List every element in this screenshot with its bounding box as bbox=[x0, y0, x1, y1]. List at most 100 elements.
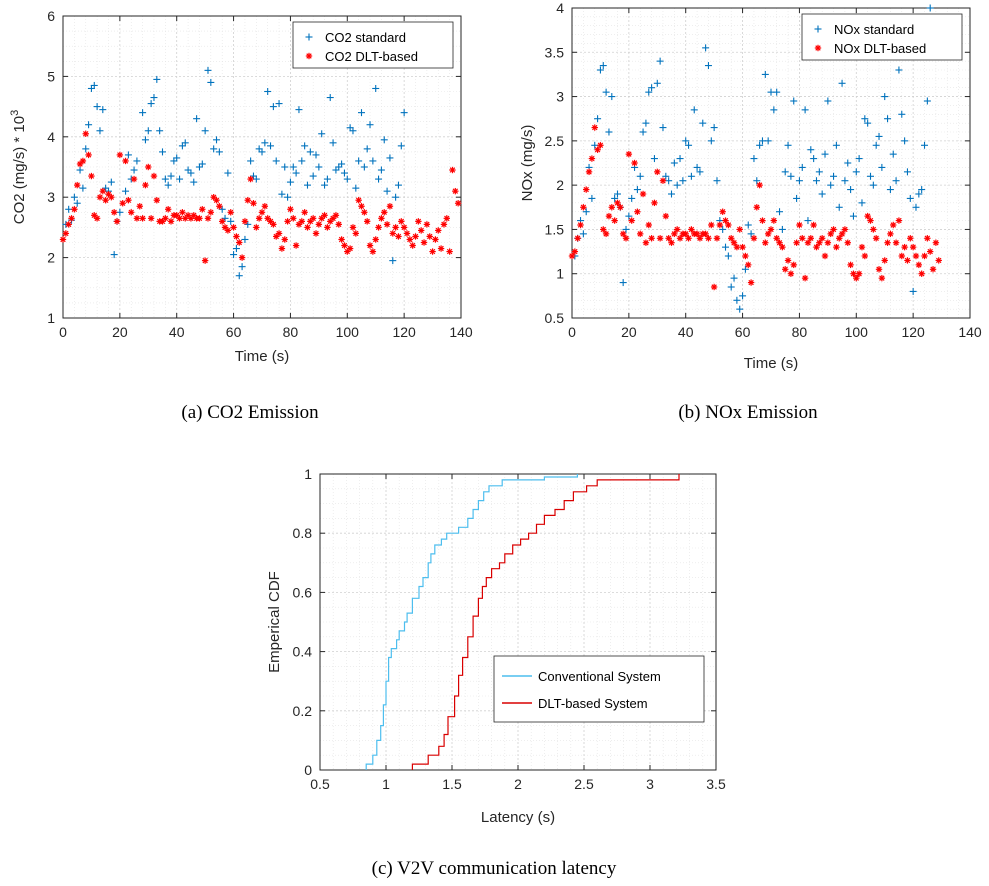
marker-d2 bbox=[847, 262, 854, 268]
data-point-star bbox=[927, 248, 934, 255]
marker-d2 bbox=[102, 197, 109, 203]
data-point-star bbox=[909, 243, 917, 251]
marker-d2 bbox=[438, 245, 444, 252]
marker-d2 bbox=[765, 231, 771, 237]
marker-d2 bbox=[421, 239, 427, 246]
data-point-plus bbox=[383, 187, 391, 195]
data-point-star bbox=[133, 215, 141, 222]
data-point-plus bbox=[776, 208, 784, 216]
data-point-plus bbox=[82, 145, 90, 153]
data-point-star bbox=[119, 200, 126, 207]
data-point-plus bbox=[724, 252, 732, 260]
data-point-plus bbox=[912, 203, 920, 211]
marker-d2 bbox=[100, 188, 106, 194]
marker-d2 bbox=[815, 45, 821, 51]
data-point-plus bbox=[198, 160, 206, 168]
series-standard bbox=[62, 66, 408, 280]
data-point-star bbox=[386, 203, 394, 210]
data-point-plus bbox=[764, 137, 772, 145]
marker-d2 bbox=[63, 230, 69, 237]
data-point-star bbox=[708, 221, 715, 229]
data-point-plus bbox=[264, 88, 272, 95]
data-point-plus bbox=[76, 166, 84, 174]
data-point-star bbox=[99, 187, 106, 195]
marker-d2 bbox=[128, 209, 134, 216]
data-point-plus bbox=[278, 190, 286, 198]
data-point-star bbox=[366, 242, 374, 249]
marker-d2 bbox=[668, 239, 675, 246]
data-point-star bbox=[614, 199, 621, 207]
data-point-plus bbox=[693, 163, 701, 171]
marker-d2 bbox=[796, 222, 803, 228]
data-point-star bbox=[284, 218, 291, 225]
marker-d2 bbox=[853, 275, 860, 281]
data-point-star bbox=[730, 239, 738, 246]
data-point-plus bbox=[861, 115, 869, 123]
data-point-plus bbox=[392, 193, 400, 201]
marker-d2 bbox=[154, 197, 160, 203]
data-point-star bbox=[275, 230, 283, 237]
data-point-plus bbox=[844, 159, 852, 167]
series-conventional-line bbox=[365, 474, 578, 770]
data-point-plus bbox=[147, 100, 155, 108]
data-point-plus bbox=[613, 190, 621, 198]
marker-d2 bbox=[367, 242, 373, 249]
data-point-plus bbox=[622, 225, 630, 233]
data-point-star bbox=[381, 209, 388, 216]
marker-d2 bbox=[927, 248, 933, 255]
data-point-star bbox=[423, 221, 431, 228]
data-point-plus bbox=[366, 121, 374, 129]
data-point-star bbox=[665, 235, 672, 242]
marker-d2 bbox=[350, 224, 356, 231]
data-point-star bbox=[139, 215, 146, 222]
data-point-star bbox=[369, 248, 377, 255]
x-tick-label: 40 bbox=[169, 324, 185, 340]
data-point-plus bbox=[130, 166, 138, 174]
data-point-star bbox=[85, 151, 92, 159]
data-point-plus bbox=[360, 163, 368, 171]
data-point-plus bbox=[284, 193, 292, 201]
marker-d2 bbox=[427, 233, 433, 240]
data-point-plus bbox=[323, 175, 331, 183]
marker-d2 bbox=[392, 224, 399, 231]
marker-d2 bbox=[910, 244, 916, 250]
y-tick-label: 0.2 bbox=[293, 703, 313, 719]
data-point-plus bbox=[818, 190, 826, 198]
marker-d2 bbox=[936, 257, 942, 264]
data-point-plus bbox=[741, 265, 749, 273]
marker-d2 bbox=[685, 235, 692, 242]
data-point-star bbox=[116, 151, 124, 159]
data-point-star bbox=[71, 206, 78, 213]
data-point-plus bbox=[79, 184, 87, 192]
marker-d2 bbox=[242, 218, 248, 225]
data-point-plus bbox=[582, 208, 590, 216]
data-point-plus bbox=[164, 181, 172, 189]
data-point-star bbox=[736, 226, 743, 233]
data-point-plus bbox=[841, 177, 849, 185]
data-point-plus bbox=[628, 194, 636, 202]
data-point-plus bbox=[642, 119, 650, 127]
marker-d2 bbox=[250, 200, 257, 206]
data-point-plus bbox=[875, 132, 883, 140]
data-point-star bbox=[583, 186, 590, 193]
marker-d2 bbox=[728, 235, 734, 242]
data-point-plus bbox=[107, 178, 115, 186]
marker-d2 bbox=[80, 158, 86, 164]
marker-d2 bbox=[88, 173, 95, 179]
marker-d2 bbox=[884, 239, 891, 246]
data-point-plus bbox=[96, 127, 104, 135]
data-point-star bbox=[745, 261, 752, 269]
marker-d2 bbox=[688, 226, 695, 233]
marker-d2 bbox=[574, 235, 581, 242]
marker-d2 bbox=[316, 221, 322, 228]
data-point-star bbox=[921, 252, 928, 260]
data-point-plus bbox=[849, 212, 857, 220]
data-point-star bbox=[150, 172, 158, 180]
marker-d2 bbox=[125, 197, 132, 203]
data-point-plus bbox=[301, 142, 309, 150]
marker-d2 bbox=[162, 215, 169, 222]
marker-d2 bbox=[424, 221, 430, 228]
data-point-plus bbox=[889, 150, 897, 158]
data-point-plus bbox=[159, 148, 166, 156]
marker-d2 bbox=[387, 203, 393, 209]
